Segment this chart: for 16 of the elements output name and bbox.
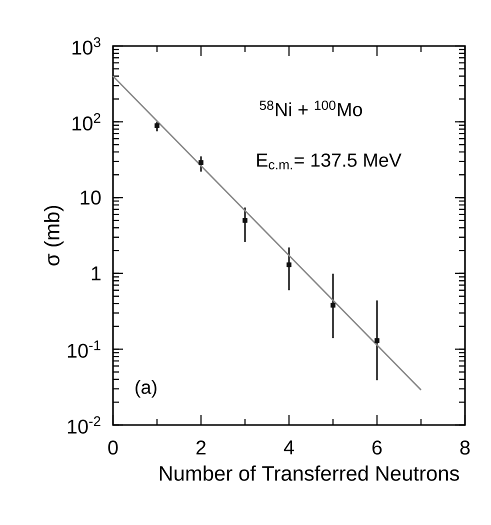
annotation: $^{58}$Ni + $^{100}$Mo [260, 100, 362, 116]
y-tick-label: 1 [92, 266, 101, 280]
y-axis-title: σ (mb) [44, 206, 64, 266]
x-tick-label: 6 [372, 440, 382, 455]
annotation: (a) [136, 380, 156, 398]
annotation: E$_{c.m.}$= 137.5 MeV [257, 153, 402, 170]
y-tick-label: 10$^{-2}$ [68, 416, 100, 434]
x-tick-label: 8 [460, 440, 470, 455]
x-tick-label: 2 [196, 440, 206, 454]
x-axis-title: Number of Transferred Neutrons [160, 465, 459, 481]
y-tick-label: 10 [80, 190, 101, 205]
y-tick-label: 10$^{2}$ [72, 113, 100, 131]
x-tick-label: 4 [284, 440, 294, 454]
x-tick-label: 0 [108, 440, 118, 455]
y-tick-label: 10$^{3}$ [72, 37, 100, 55]
y-tick-label: 10$^{-1}$ [68, 340, 100, 358]
